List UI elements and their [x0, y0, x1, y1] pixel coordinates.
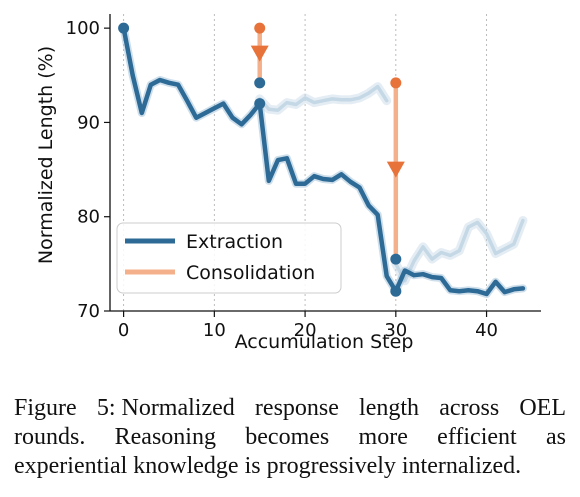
consolidation-arrow	[386, 161, 405, 178]
extraction-line	[121, 25, 526, 297]
x-tick-label: 30	[384, 320, 407, 341]
extraction-point	[390, 253, 402, 265]
legend: Extraction Consolidation	[116, 222, 342, 294]
axes: 0 10 20 30 40 70 80 90 100	[66, 14, 541, 341]
extraction-point	[390, 285, 402, 297]
y-tick-label: 90	[77, 112, 100, 133]
consolidation-start-point	[254, 22, 266, 34]
caption-text: Normalized response length across OEL ro…	[14, 395, 566, 479]
extraction-point	[254, 77, 266, 89]
alt-trajectory-band	[255, 82, 392, 115]
x-tick-label: 40	[475, 320, 498, 341]
y-tick-label: 70	[77, 301, 100, 322]
x-axis-title: Accumulation Step	[235, 331, 414, 353]
y-tick-label: 100	[66, 18, 100, 39]
extraction-point	[118, 22, 130, 34]
alt-trajectory-line	[257, 84, 389, 112]
x-tick-label: 10	[203, 320, 226, 341]
figure-caption: Figure 5: Normalized response length acro…	[14, 394, 566, 481]
caption-label: Figure 5:	[14, 395, 116, 421]
alternative-trajectory	[255, 82, 528, 286]
y-tick-label: 80	[77, 207, 100, 228]
legend-label-consolidation: Consolidation	[186, 262, 315, 284]
line-chart: 0 10 20 30 40 70 80 90 100 Extraction Consolidat…	[35, 14, 541, 353]
extraction-series	[119, 24, 527, 298]
y-axis-title: Normalized Length (%)	[35, 46, 57, 264]
extraction-point	[254, 98, 266, 110]
legend-label-extraction: Extraction	[186, 231, 283, 253]
alt-trajectory-line	[394, 218, 525, 283]
x-tick-label: 0	[118, 320, 129, 341]
consolidation-start-point	[390, 77, 402, 89]
markers	[118, 22, 405, 297]
consolidation-arrow	[250, 45, 269, 62]
x-tick-label: 20	[294, 320, 317, 341]
